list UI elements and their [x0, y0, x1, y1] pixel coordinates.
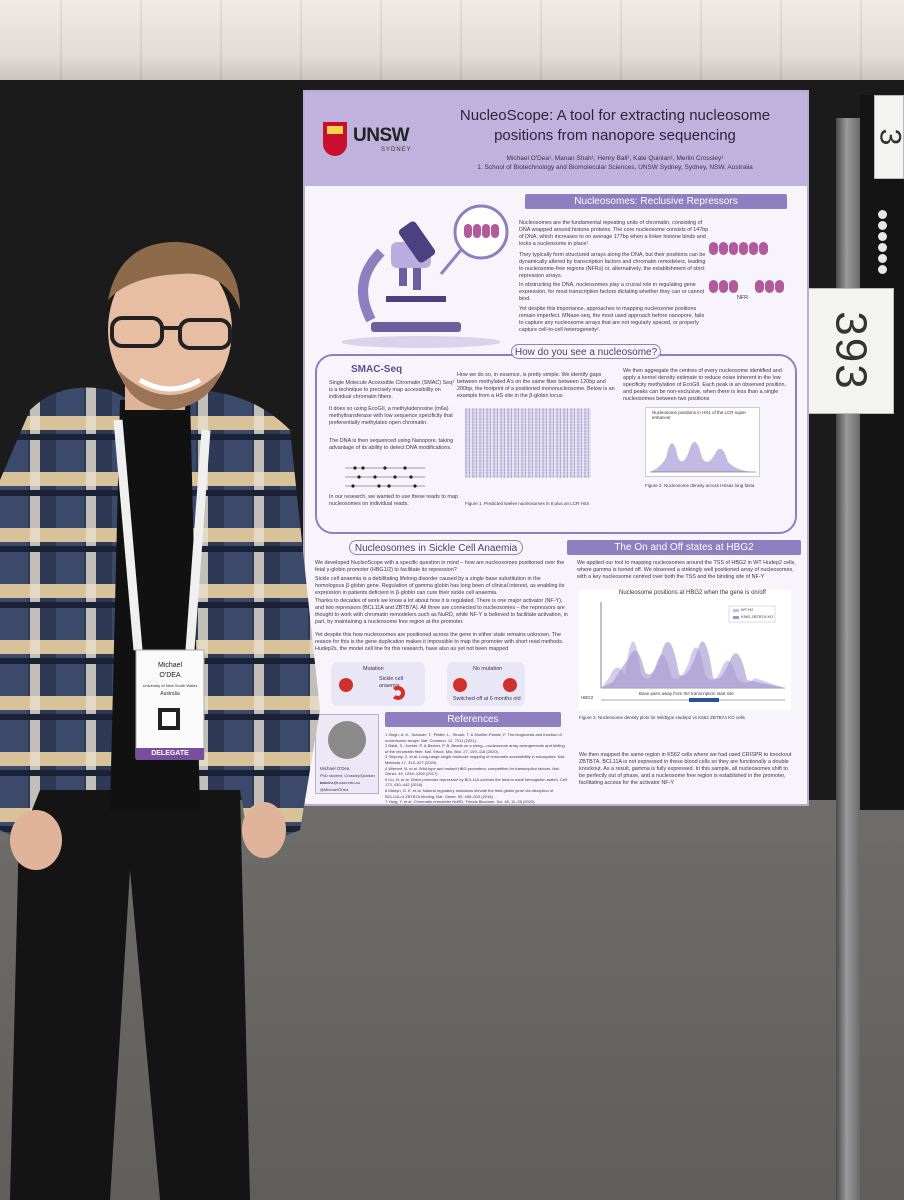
reference-item: 7 Yang, Y. et al. Chromatin remodeler Nu…: [385, 799, 536, 805]
reclusive-text-4: Yet despite this importance, approaches …: [519, 306, 705, 333]
smac-text-4: In our research, we wanted to use these …: [329, 494, 458, 507]
section-heading-reclusive: Nucleosomes: Reclusive Repressors: [525, 194, 787, 209]
microscope-illustration: [341, 204, 509, 348]
section-heading-onoff: The On and Off states at HBG2: [567, 540, 801, 555]
smac-text-2: It does so using EcoGII, a methyladenosi…: [329, 406, 453, 426]
section-heading-sickle: Nucleosomes in Sickle Cell Anaemia: [349, 540, 523, 555]
badge-role: DELEGATE: [151, 750, 189, 757]
unsw-logo: UNSW SYDNEY: [323, 122, 419, 158]
smac-text-1: Single Molecule Accessible Chromatin (SM…: [329, 380, 454, 400]
sickle-text-3: Thanks to decades of work we know a lot …: [315, 598, 568, 625]
no-mutation-panel: No mutation Switched off at 6 months old: [447, 662, 525, 706]
reference-item: 2 Baldi, S., Korber, P. & Becker, P. B. …: [385, 743, 565, 754]
nucleosome-array-icon: [709, 242, 769, 260]
nfr-label: NFR: [737, 295, 749, 301]
author-photo: [328, 721, 366, 759]
methylation-heatmap: [465, 408, 591, 478]
methylation-dots-diagram: [345, 466, 425, 488]
unsw-crest-icon: [323, 122, 347, 156]
sickle-text-1: We developed NucleoScope with a specific…: [315, 560, 565, 573]
section-heading-references: References: [385, 712, 561, 727]
red-blood-cell-icon: [453, 678, 467, 692]
red-blood-cell-icon: [339, 678, 353, 692]
board-pegs: [878, 210, 888, 290]
badge-last-name: O'DEA: [159, 672, 181, 679]
presenter-person: [0, 241, 320, 1200]
nucleosome-nfr-icon: [709, 280, 785, 298]
poster-header: UNSW SYDNEY NucleoScope: A tool for extr…: [305, 92, 807, 186]
research-poster: UNSW SYDNEY NucleoScope: A tool for extr…: [303, 90, 809, 806]
ceiling: [0, 0, 904, 80]
fig1-caption: Figure 1. Predicted twelve nucleosomes i…: [465, 501, 590, 506]
reference-item: 6 Martyn, G. E. et al. Natural regulator…: [385, 787, 554, 799]
badge-org: University of New South Wales: [142, 683, 198, 688]
smac-heading: SMAC-Seq: [351, 364, 403, 375]
smac-text-3: The DNA is then sequenced using Nanopore…: [329, 438, 454, 451]
badge-first-name: Michael: [157, 662, 183, 669]
reference-item: 5 Liu, N. et al. Direct promoter repress…: [385, 776, 567, 788]
reclusive-text-1: Nucleosomes are the fundamental repeatin…: [519, 220, 709, 247]
reference-item: 1 Singh, A. K., Schauer, T., Pfaller, L.…: [385, 732, 562, 743]
support-pole: [836, 118, 860, 1200]
see-mid-text: How we do so, in essence, is pretty simp…: [457, 372, 615, 399]
sickle-text-2: Sickle cell anaemia is a debilitating li…: [315, 576, 565, 596]
poster-title: NucleoScope: A tool for extracting nucle…: [459, 107, 771, 144]
onoff-text-1: We applied our tool to mapping nucleosom…: [577, 560, 796, 580]
hs1-density-chart: Nucleosome positions in HS1 of the LCR s…: [645, 407, 760, 477]
red-blood-cell-icon: [503, 678, 517, 692]
reclusive-text-3: In obstructing the DNA, nucleosomes play…: [519, 282, 705, 302]
badge-country: Australia: [160, 691, 180, 697]
sickle-cell-icon: [391, 686, 405, 700]
adjacent-board-number: 3: [873, 95, 904, 179]
onoff-text-2: We then mapped the same region in K562 c…: [579, 752, 792, 786]
see-right-text: We then aggregate the centres of every n…: [623, 368, 787, 402]
reference-item: 4 Wienert, B. et al. Wild-type and mutan…: [385, 765, 560, 777]
hbg2-density-chart: Nucleosome positions at HBG2 when the ge…: [579, 590, 791, 710]
booth-number-card: 393: [808, 288, 894, 414]
reference-item: 3 Shipony, Z. et al. Long-range single-m…: [385, 754, 566, 765]
fig3-caption: Figure 3. Nucleosome density plots for W…: [579, 715, 745, 720]
reclusive-text-2: They typically form structured arrays al…: [519, 252, 706, 279]
fig2-caption: Figure 2. Nucleosome density across HSsa…: [645, 483, 755, 488]
adjacent-board: [860, 95, 904, 810]
mutation-panel: Mutation Sickle cell anaemia: [331, 662, 425, 706]
references-list: 1 Singh, A. K., Schauer, T., Pfaller, L.…: [385, 732, 567, 805]
poster-authors: Michael O'Dea¹, Manan Shah¹, Henry Ball¹…: [477, 155, 753, 171]
author-card: Michael O'Dea PhD student, Crossley/Quin…: [315, 714, 379, 794]
sickle-text-4: Yet despite this how nucleosomes are pos…: [315, 632, 564, 652]
section-heading-see: How do you see a nucleosome?: [511, 344, 661, 359]
